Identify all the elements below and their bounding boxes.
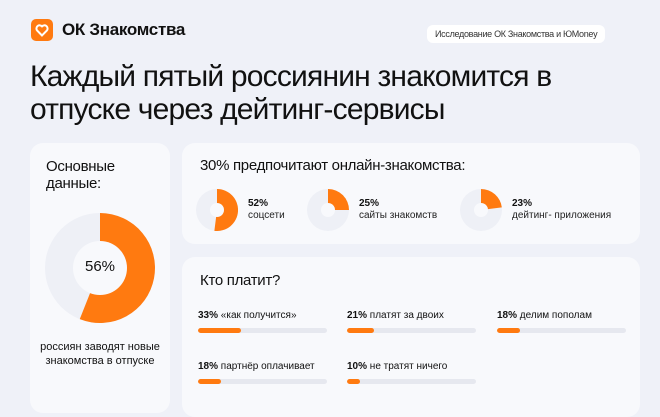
online-pct: 52% xyxy=(248,198,269,209)
payment-label: 18% партнёр оплачивает xyxy=(198,361,315,372)
online-label: сайты знакомств xyxy=(359,210,438,221)
main-donut xyxy=(45,213,155,323)
pie-hole xyxy=(474,203,488,217)
payment-bar xyxy=(347,328,476,333)
payment-bar xyxy=(497,328,626,333)
online-card: 30% предпочитают онлайн-знакомства: 52% … xyxy=(182,143,640,244)
payment-label: 10% не тратят ничего xyxy=(347,361,448,372)
who-pays-card: Кто платит? 33% «как получится» 21% плат… xyxy=(182,257,640,417)
payment-item: 33% «как получится» xyxy=(198,310,327,333)
online-item: 23% дейтинг- приложения xyxy=(460,189,640,231)
pie-hole xyxy=(210,203,224,217)
payment-bar xyxy=(347,379,476,384)
main-stats-card: Основные данные: 56% россиян заводят нов… xyxy=(30,143,170,413)
payment-bar-fill xyxy=(497,328,521,333)
payment-item: 18% партнёр оплачивает xyxy=(198,361,327,384)
pie-slice xyxy=(481,189,502,210)
donut-hole xyxy=(73,241,127,295)
payment-item: 21% платят за двоих xyxy=(347,310,476,333)
online-label: соцсети xyxy=(248,210,285,221)
pie-hole xyxy=(321,203,335,217)
main-caption: россиян заводят новые знакомства в отпус… xyxy=(40,341,160,367)
pie-slice xyxy=(328,189,349,210)
payment-item: 18% делим пополам xyxy=(497,310,626,333)
online-pct: 25% xyxy=(359,198,380,209)
pie-slice xyxy=(214,189,238,231)
page-title: Каждый пятый россиянин знакомится в отпу… xyxy=(30,60,552,126)
online-label: дейтинг- приложения xyxy=(512,210,612,221)
mini-pie xyxy=(460,189,502,231)
payment-label: 33% «как получится» xyxy=(198,310,297,321)
brand-name: ОК Знакомства xyxy=(62,20,186,39)
payment-bar-fill xyxy=(198,379,222,384)
main-value: 56% xyxy=(84,258,116,275)
source-badge: Исследование ОК Знакомства и ЮMoney xyxy=(427,25,606,43)
online-pct: 23% xyxy=(512,198,533,209)
online-heading: 30% предпочитают онлайн-знакомства: xyxy=(200,157,466,174)
payment-label: 21% платят за двоих xyxy=(347,310,444,321)
payment-bar xyxy=(198,379,327,384)
payment-bar-fill xyxy=(347,328,375,333)
payment-bar-fill xyxy=(347,379,360,384)
payment-bar-fill xyxy=(198,328,241,333)
payment-item: 10% не тратят ничего xyxy=(347,361,476,384)
online-item: 25% сайты знакомств xyxy=(307,189,487,231)
who-pays-heading: Кто платит? xyxy=(200,272,280,289)
mini-pie xyxy=(307,189,349,231)
payment-bar xyxy=(198,328,327,333)
main-stats-heading: Основные данные: xyxy=(46,158,115,192)
brand-logo-icon xyxy=(31,19,53,41)
payment-label: 18% делим пополам xyxy=(497,310,592,321)
online-item: 52% соцсети xyxy=(196,189,376,231)
mini-pie xyxy=(196,189,238,231)
